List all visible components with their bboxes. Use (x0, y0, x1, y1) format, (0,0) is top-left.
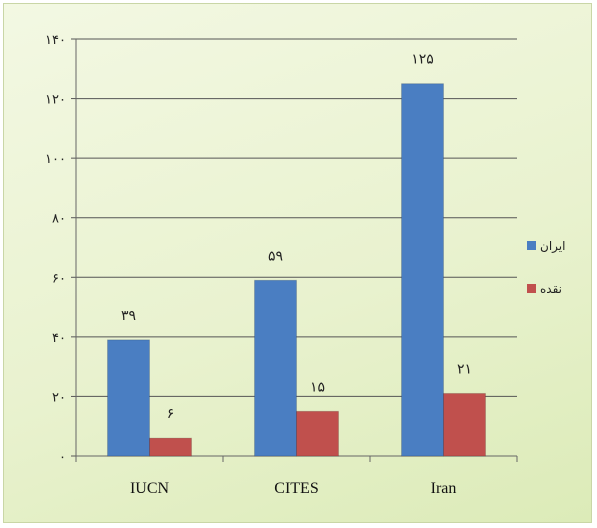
data-label: ۱۲۵ (411, 52, 434, 68)
bar (296, 410, 339, 457)
y-tick-label: ۲۰ (52, 390, 66, 405)
label-layer: IUCN ۳۹ ۶ CITES ۵۹ ۱۵ Iran ۱۲۵ ۲۱ (121, 52, 472, 497)
legend: ایران نقده (527, 239, 565, 296)
y-tick-label: ۱۴۰ (45, 33, 66, 48)
data-label: ۵۹ (268, 248, 283, 264)
chart-frame: ۰ ۲۰ ۴۰ ۶۰ ۸۰ ۱۰۰ ۱۲۰ ۱۴۰ IUCN ۳۹ ۶ CITES ۵۹ ۱۵ Iran ۱… (3, 3, 592, 523)
data-label: ۳۹ (121, 308, 136, 324)
x-category-label: Iran (431, 480, 457, 497)
y-tick-label: ۱۰۰ (45, 152, 66, 167)
bar (443, 392, 486, 457)
legend-label: ایران (540, 239, 565, 254)
data-label: ۱۵ (310, 379, 325, 395)
x-category-label: IUCN (130, 480, 170, 497)
bar-chart: ۰ ۲۰ ۴۰ ۶۰ ۸۰ ۱۰۰ ۱۲۰ ۱۴۰ IUCN ۳۹ ۶ CITES ۵۹ ۱۵ Iran ۱… (45, 33, 565, 497)
legend-swatch (527, 284, 536, 293)
y-tick-label: ۱۲۰ (45, 93, 66, 108)
y-tick-label: ۶۰ (52, 271, 66, 286)
bar (107, 339, 150, 457)
y-tick-label: ۸۰ (52, 212, 66, 227)
bar (149, 437, 192, 457)
grid-layer (76, 38, 517, 397)
bar-layer (107, 83, 486, 457)
bar (401, 83, 444, 457)
bar (254, 279, 297, 457)
data-label: ۲۱ (457, 361, 472, 377)
y-tick-label: ۰ (59, 450, 66, 465)
data-label: ۶ (167, 406, 175, 422)
legend-label: نقده (540, 282, 562, 296)
x-category-label: CITES (274, 480, 318, 497)
legend-swatch (527, 241, 536, 250)
y-tick-label: ۴۰ (52, 331, 66, 346)
